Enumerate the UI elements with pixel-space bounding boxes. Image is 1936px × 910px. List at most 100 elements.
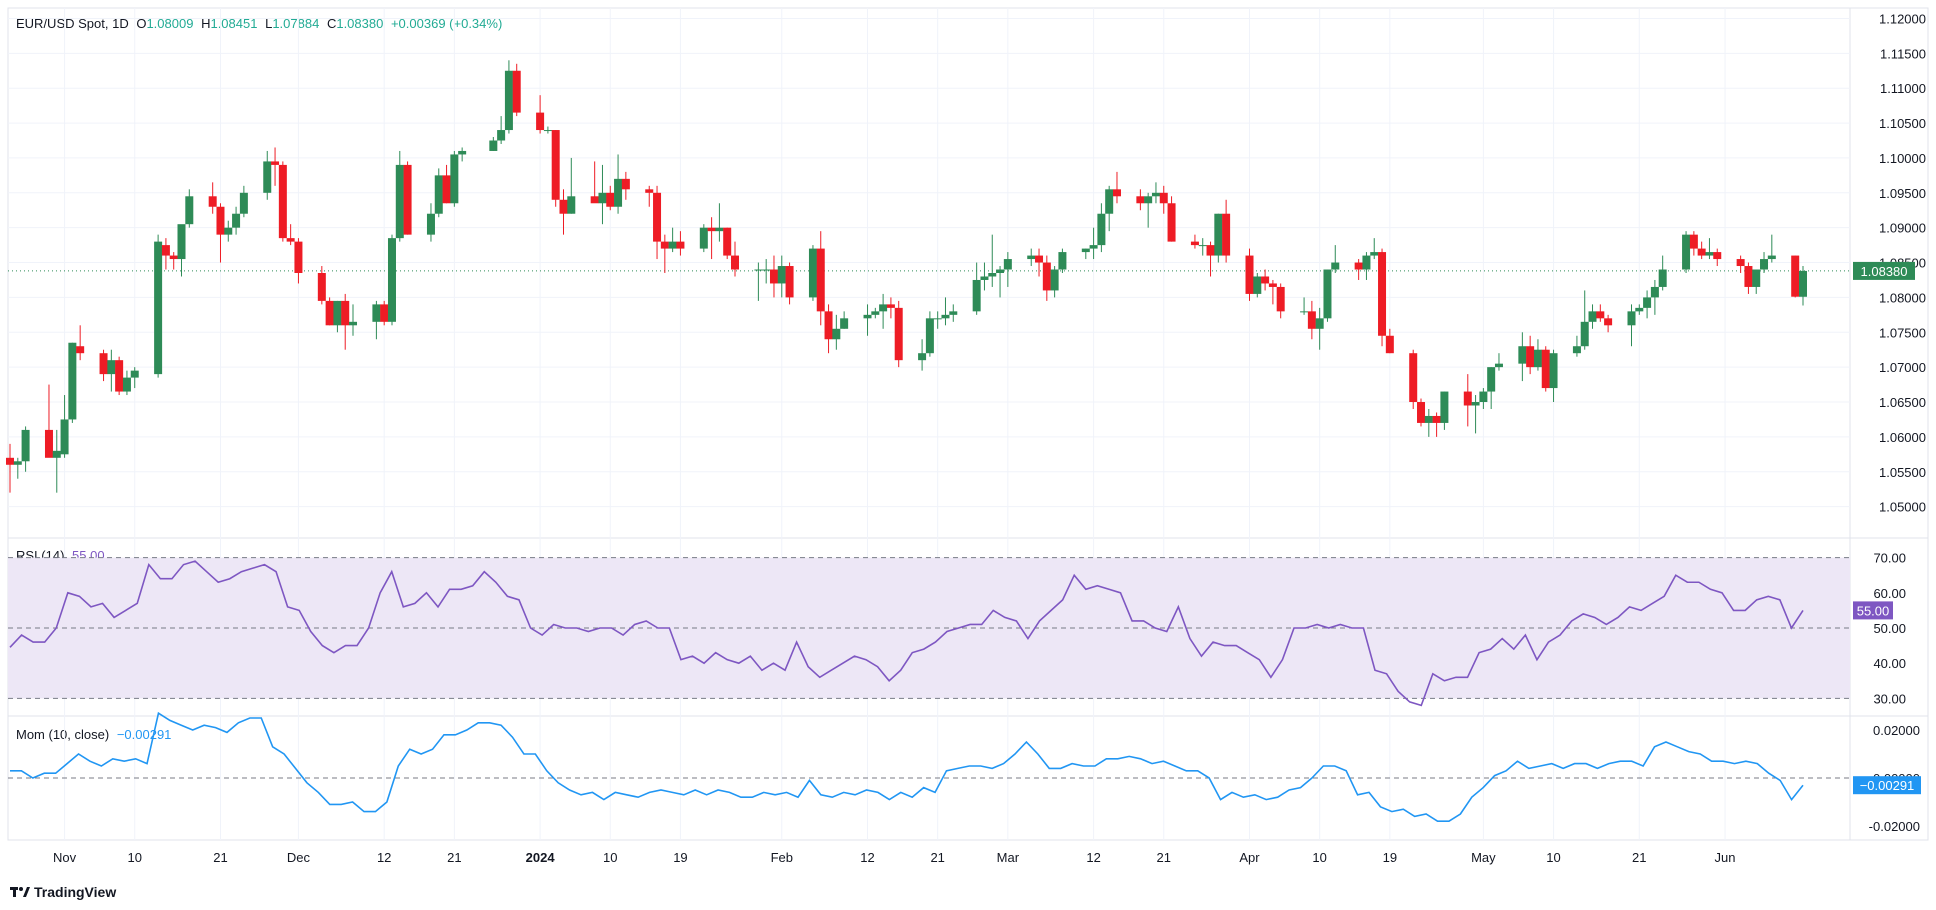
candle-body (1580, 321, 1589, 347)
candle-body (21, 429, 30, 462)
candle-body (286, 238, 295, 242)
candle-body (1752, 269, 1761, 287)
candle-body (614, 178, 623, 207)
candle-body (715, 227, 724, 232)
candle-body (1035, 255, 1044, 263)
candle-body (699, 227, 708, 249)
candle-body (1385, 335, 1394, 354)
candle-body (68, 342, 77, 420)
candle-body (1744, 266, 1753, 287)
candle-body (1736, 259, 1745, 267)
price-tick-label: 1.06500 (1879, 395, 1926, 410)
candle-body (1105, 189, 1114, 214)
candle-body (1315, 318, 1324, 329)
price-tick-label: 1.05000 (1879, 500, 1926, 515)
rsi-value-tag (1853, 601, 1893, 620)
candle-body (333, 300, 342, 326)
candle-body (1136, 196, 1145, 204)
candle-body (1463, 391, 1472, 406)
candle-body (918, 353, 927, 361)
candle-body (551, 130, 560, 200)
candle-body (1541, 349, 1550, 389)
low-value: 1.07884 (272, 16, 320, 31)
candle-body (489, 140, 498, 151)
candle-body (387, 238, 396, 322)
candle-body (1588, 311, 1597, 322)
symbol-title[interactable]: EUR/USD Spot, 1D (16, 16, 129, 31)
price-tick-label: 1.10500 (1879, 116, 1926, 131)
candle-body (941, 314, 950, 319)
candle-body (1526, 346, 1535, 368)
tradingview-logo-icon (10, 887, 30, 897)
x-tick-label: 10 (1546, 850, 1560, 865)
candle-body (426, 213, 435, 235)
price-tick-label: 1.09500 (1879, 186, 1926, 201)
candle-body (730, 255, 739, 270)
mom-title[interactable]: Mom (10, close) (16, 727, 110, 742)
candle-body (1276, 286, 1285, 312)
candle-body (1253, 276, 1262, 294)
last-price-tag-label: 1.08380 (1861, 264, 1908, 279)
candle-body (567, 196, 576, 214)
candle-body (1362, 255, 1371, 270)
candle-body (645, 189, 654, 193)
candle-body (816, 248, 825, 312)
candle-body (1261, 276, 1270, 284)
candle-body (676, 241, 685, 249)
candle-body (808, 248, 817, 298)
candle-body (1300, 311, 1309, 313)
candle-body (115, 360, 124, 392)
rsi-line (9, 560, 1804, 707)
candle-body (122, 377, 131, 392)
candle-body (668, 241, 677, 249)
rsi-tick-label: 50.00 (1873, 621, 1906, 636)
mom-legend: Mom (10, close) −0.00291 (16, 727, 175, 742)
candle-body (504, 70, 513, 131)
candle-body (653, 192, 662, 242)
candle-body (1682, 234, 1691, 270)
x-tick-label: 12 (1086, 850, 1100, 865)
candle-body (1697, 248, 1706, 256)
candle-body (1331, 262, 1340, 270)
tradingview-logo[interactable]: TradingView (10, 884, 116, 900)
mom-legend-value: −0.00291 (116, 727, 172, 742)
candle-body (169, 255, 178, 260)
candle-body (224, 227, 233, 235)
candle-body (1440, 391, 1449, 423)
x-tick-label: Apr (1239, 850, 1260, 865)
candle-body (458, 150, 467, 155)
candle-body (372, 304, 381, 322)
price-tick-label: 1.11500 (1880, 46, 1926, 61)
candle-body (894, 307, 903, 361)
candle-body (271, 161, 280, 165)
x-tick-label: 12 (377, 850, 391, 865)
x-tick-label: Nov (53, 850, 77, 865)
candle-body (871, 311, 880, 315)
candle-body (6, 457, 14, 465)
candle-body (1424, 415, 1433, 423)
x-tick-label: 21 (1157, 850, 1171, 865)
candle-body (130, 370, 139, 378)
candle-body (177, 224, 186, 260)
candle-body (723, 227, 732, 256)
price-tick-label: 1.07500 (1879, 325, 1926, 340)
candle-body (434, 175, 443, 214)
price-tick-label: 1.05500 (1879, 465, 1926, 480)
candle-body (621, 178, 630, 190)
x-tick-label: 10 (1312, 850, 1326, 865)
candle-body (1791, 255, 1800, 297)
candle-body (1471, 402, 1480, 406)
candle-body (762, 269, 771, 271)
price-tick-label: 1.11000 (1880, 81, 1926, 96)
candle-body (1058, 252, 1067, 270)
candle-body (512, 70, 521, 113)
open-label: O (136, 16, 147, 31)
candle-body (294, 241, 303, 273)
candle-body (1432, 415, 1441, 423)
candle-body (13, 461, 22, 465)
candle-body (325, 300, 334, 326)
candle-body (239, 192, 248, 214)
candle-body (263, 161, 272, 193)
candle-body (754, 269, 763, 271)
